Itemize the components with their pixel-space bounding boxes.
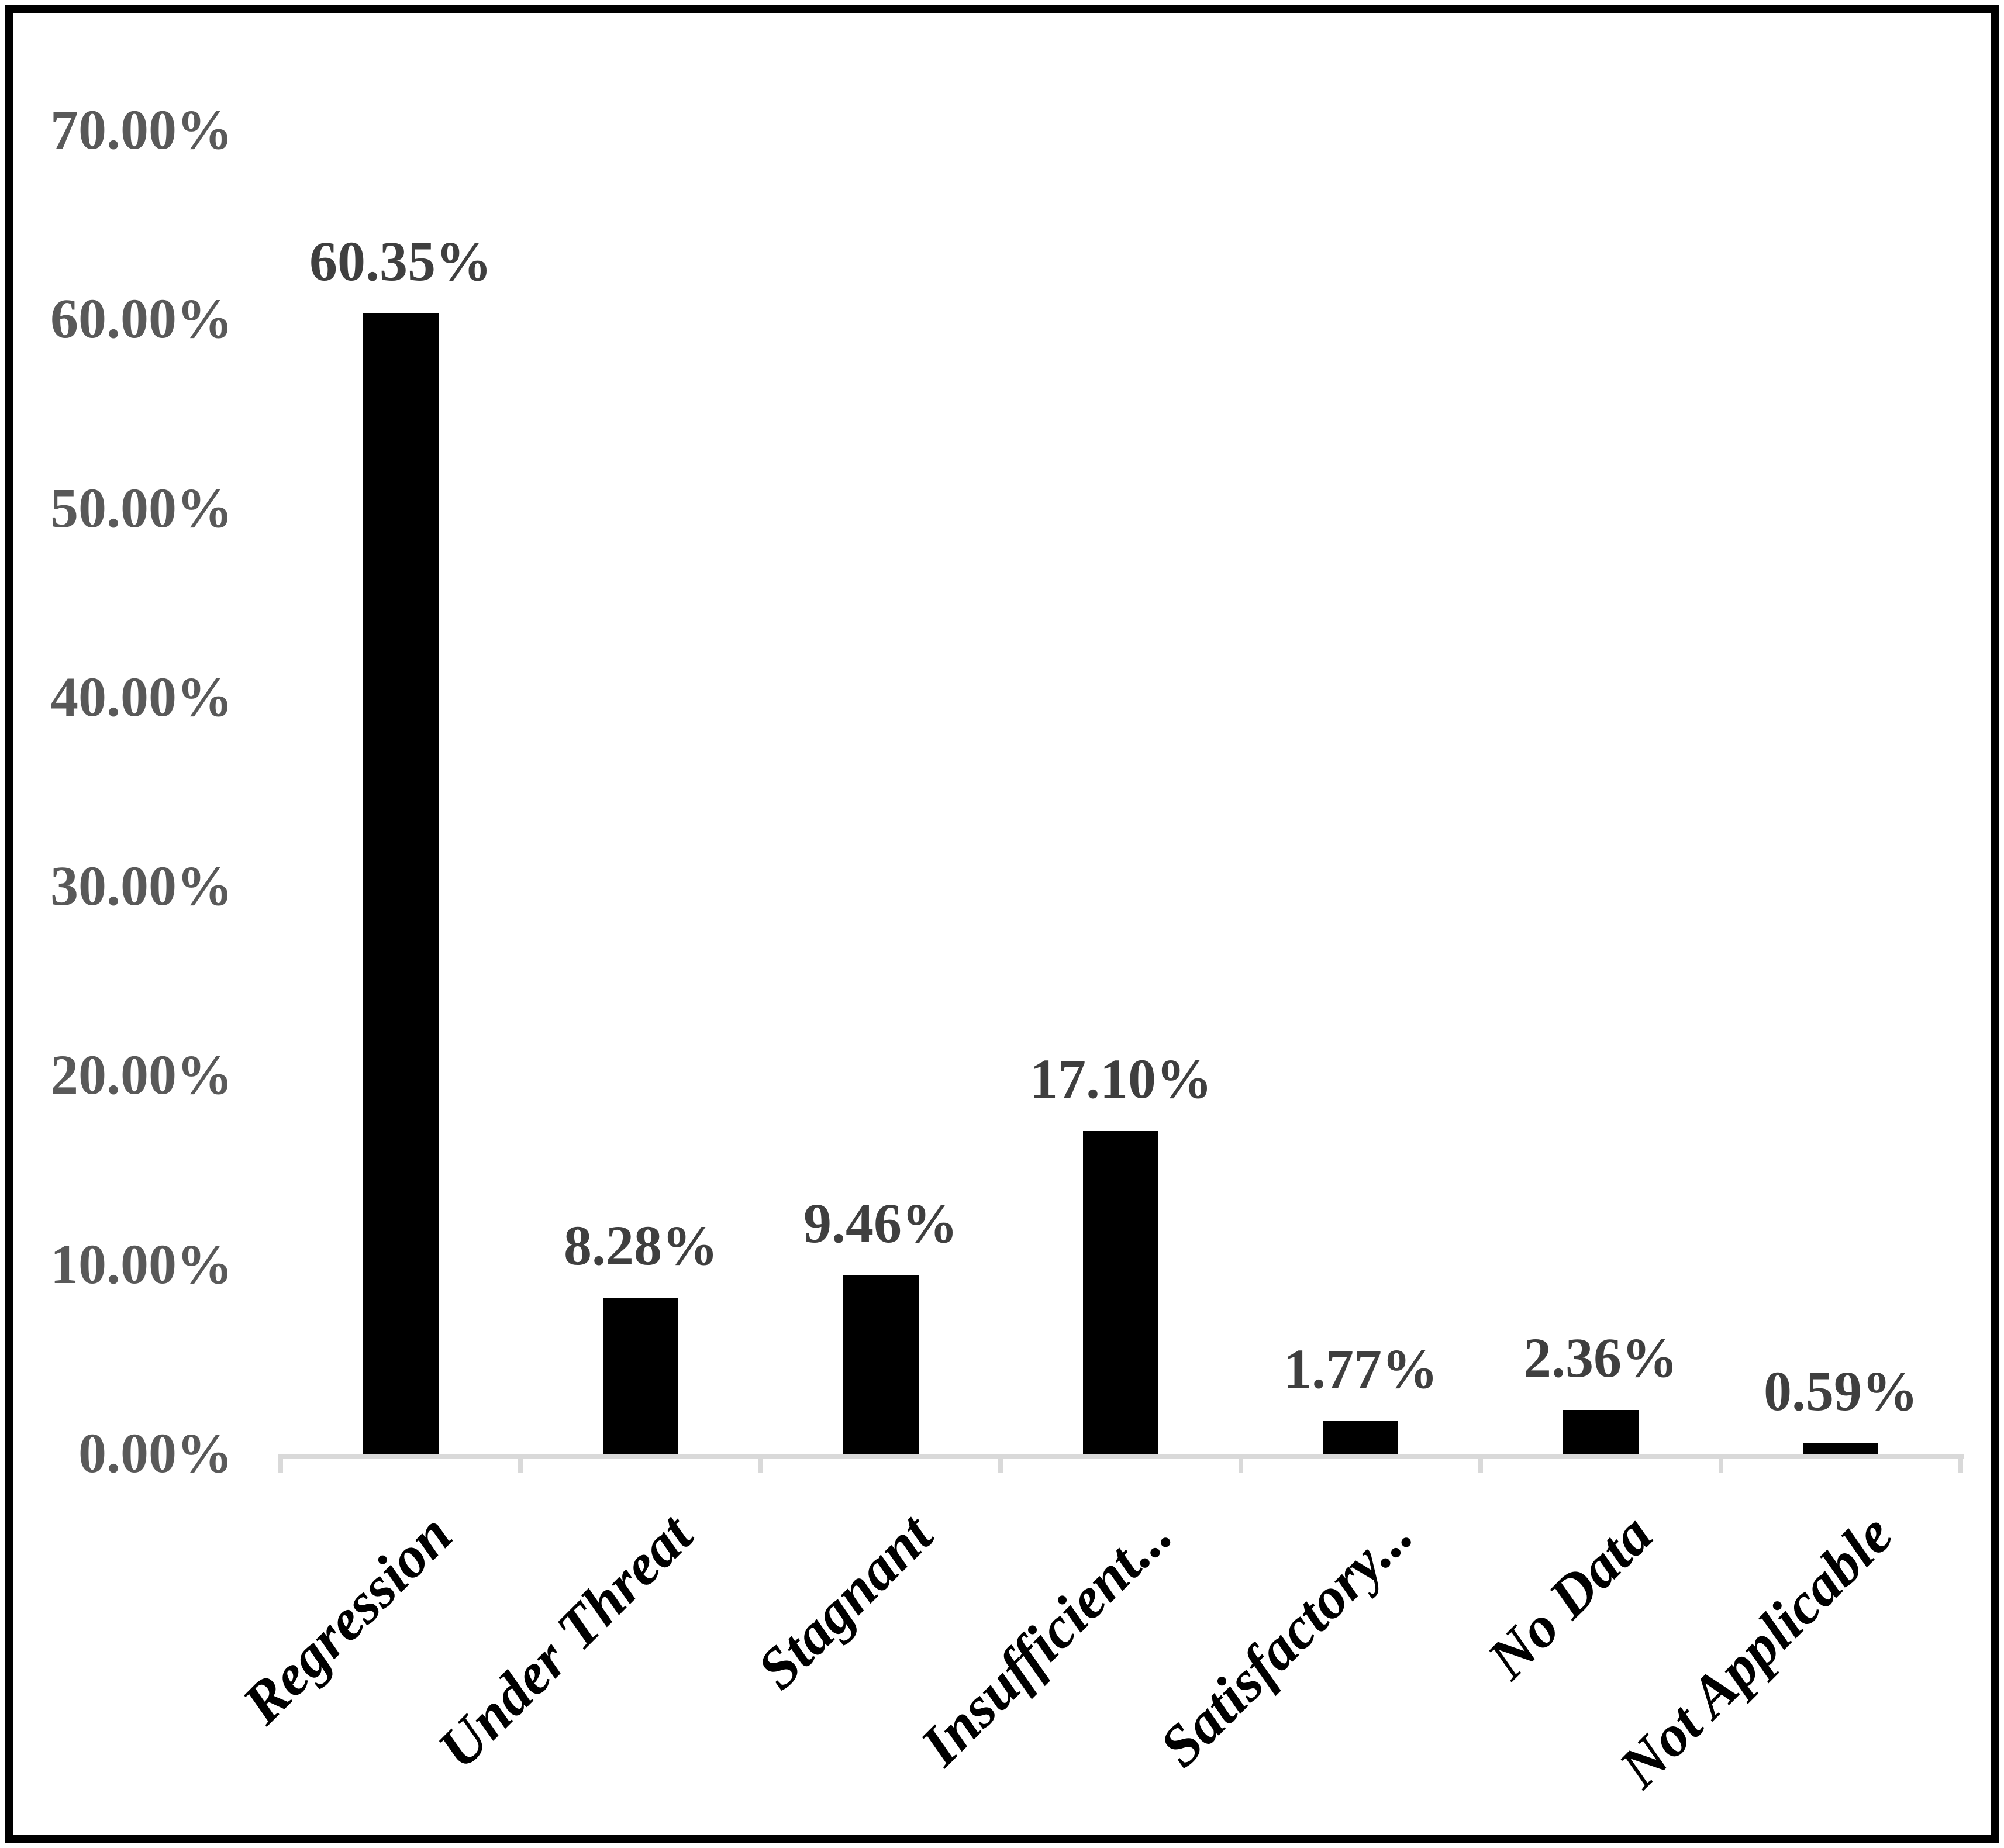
y-axis-tick-label: 40.00% xyxy=(50,666,233,729)
y-axis-tick-label: 0.00% xyxy=(78,1422,233,1485)
bar-stagnant xyxy=(843,1275,919,1454)
y-axis-tick-label: 30.00% xyxy=(50,854,233,918)
x-axis-tick xyxy=(1478,1454,1483,1473)
bar-no-data xyxy=(1563,1410,1639,1454)
y-axis-tick-label: 70.00% xyxy=(50,98,233,161)
data-label: 2.36% xyxy=(1523,1326,1678,1389)
category-label: No Data xyxy=(1475,1501,1665,1691)
y-axis-tick-label: 20.00% xyxy=(50,1043,233,1106)
chart-border-frame xyxy=(5,5,1999,1843)
data-label: 60.35% xyxy=(309,230,492,292)
bar-regression xyxy=(363,313,439,1454)
bar-not-applicable xyxy=(1803,1443,1878,1454)
data-label: 0.59% xyxy=(1764,1360,1918,1422)
category-label: Satisfactory... xyxy=(1147,1501,1425,1780)
x-axis-tick xyxy=(518,1454,523,1473)
category-label: Regression xyxy=(230,1501,465,1736)
x-axis-tick xyxy=(1719,1454,1723,1473)
bar-insufficient xyxy=(1083,1131,1158,1454)
x-axis-tick xyxy=(1958,1454,1963,1473)
x-axis-line xyxy=(280,1454,1964,1459)
category-label: Under Threat xyxy=(426,1501,705,1781)
data-label: 8.28% xyxy=(564,1214,718,1277)
category-label: Insufficient... xyxy=(908,1501,1185,1778)
y-axis-tick-label: 10.00% xyxy=(50,1233,233,1296)
bar-satisfactory xyxy=(1323,1421,1398,1454)
x-axis-tick xyxy=(758,1454,763,1473)
x-axis-tick xyxy=(1239,1454,1243,1473)
category-label: Stagnant xyxy=(744,1501,945,1702)
data-label: 1.77% xyxy=(1284,1337,1438,1400)
data-label: 17.10% xyxy=(1030,1047,1212,1110)
bar-under-threat xyxy=(603,1298,678,1454)
data-label: 9.46% xyxy=(803,1192,958,1254)
y-axis-tick-label: 60.00% xyxy=(50,287,233,350)
x-axis-tick xyxy=(998,1454,1003,1473)
y-axis-tick-label: 50.00% xyxy=(50,477,233,540)
x-axis-tick xyxy=(278,1454,283,1473)
